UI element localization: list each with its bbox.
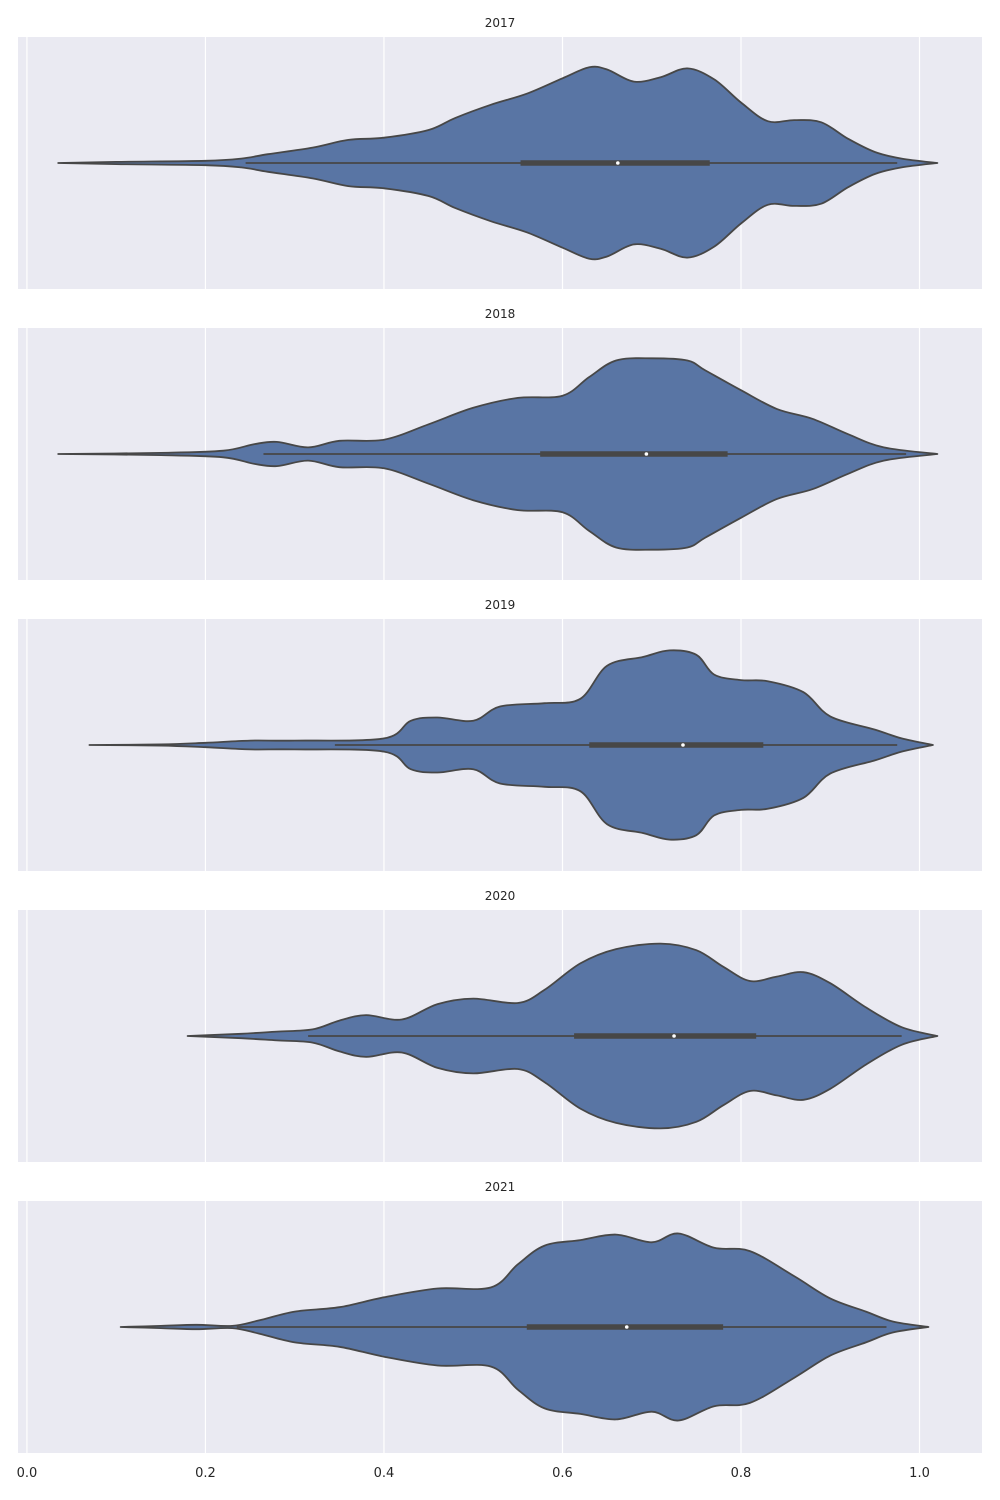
panel-2017: 2017 bbox=[18, 16, 982, 289]
median-marker bbox=[624, 1325, 629, 1329]
panel-title: 2020 bbox=[485, 889, 516, 903]
x-tick-label: 0.2 bbox=[195, 1466, 216, 1481]
panel-title: 2019 bbox=[485, 598, 516, 612]
median-marker bbox=[616, 161, 620, 165]
median-marker bbox=[672, 1034, 676, 1038]
median-marker bbox=[681, 743, 685, 747]
panel-2021: 2021 bbox=[18, 1180, 982, 1453]
panel-2018: 2018 bbox=[18, 307, 982, 580]
x-axis: 0.0 0.2 0.4 0.6 0.8 1.0 bbox=[17, 1466, 930, 1481]
panel-2020: 2020 bbox=[18, 889, 982, 1162]
x-tick-label: 0.0 bbox=[17, 1466, 38, 1481]
x-tick-label: 1.0 bbox=[909, 1466, 930, 1481]
median-marker bbox=[644, 452, 649, 456]
panel-title: 2018 bbox=[485, 307, 516, 321]
x-tick-label: 0.8 bbox=[731, 1466, 752, 1481]
panel-2019: 2019 bbox=[18, 598, 982, 871]
panel-title: 2017 bbox=[485, 16, 516, 30]
x-tick-label: 0.6 bbox=[552, 1466, 573, 1481]
panel-title: 2021 bbox=[485, 1180, 516, 1194]
x-tick-label: 0.4 bbox=[374, 1466, 395, 1481]
